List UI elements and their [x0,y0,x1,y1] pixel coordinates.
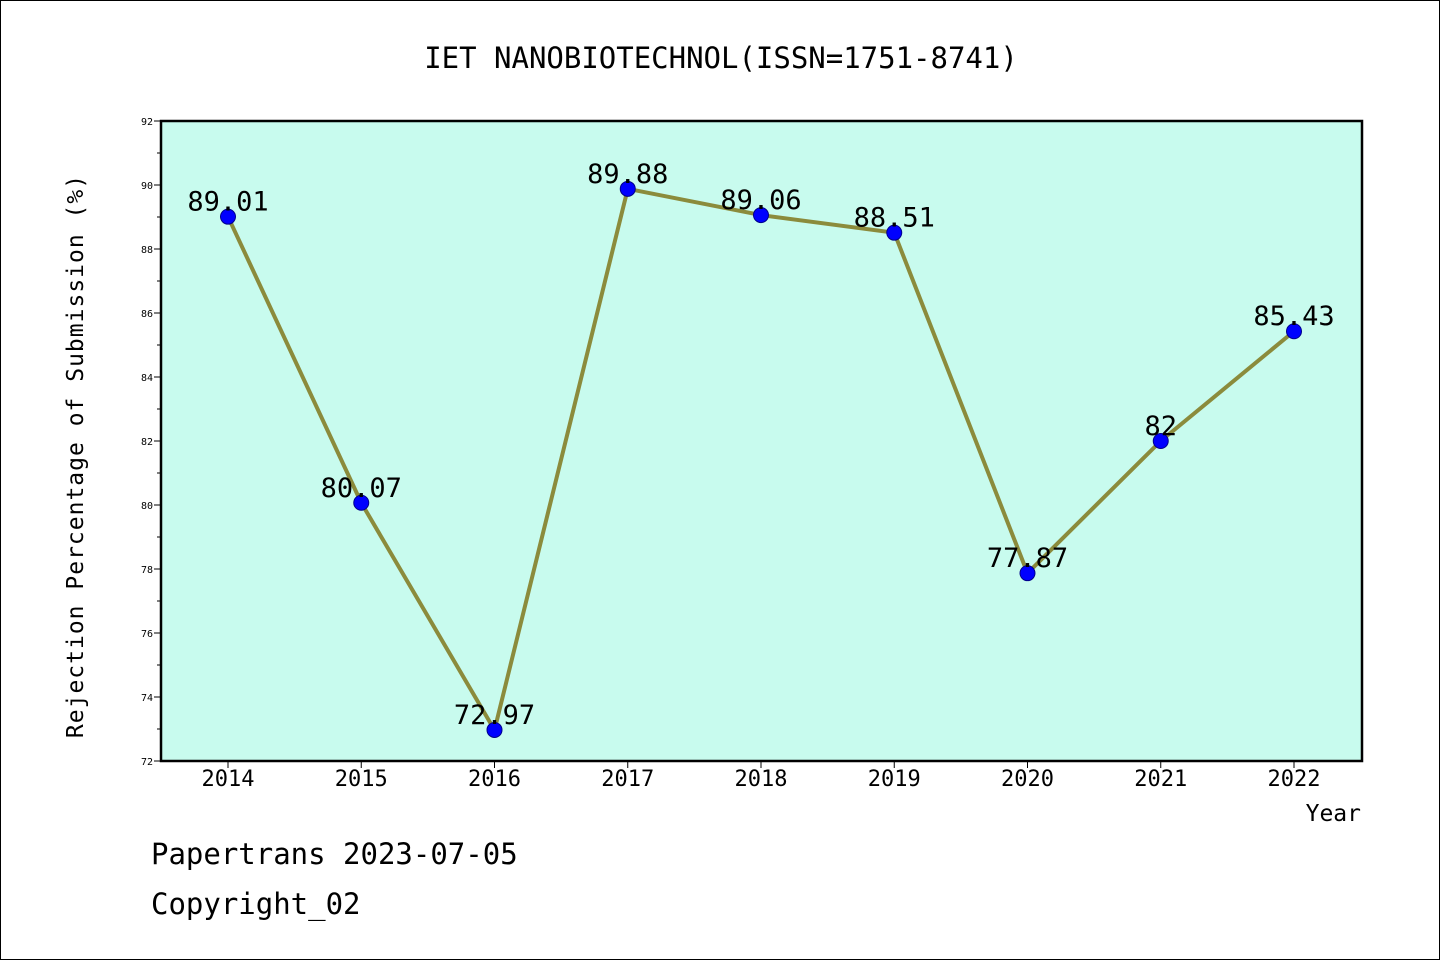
x-tick-label: 2017 [601,767,654,792]
footer-copyright: Copyright_02 [151,887,361,921]
data-point [486,721,503,738]
y-tick-label: 82 [141,437,153,448]
data-point [886,224,903,241]
y-tick-label: 86 [141,309,153,320]
data-label: 77.87 [987,543,1068,574]
y-tick-label: 92 [141,117,153,128]
x-axis: 2014 2015 2016 2017 2018 2019 2020 2021 2022 [202,761,1321,792]
data-label: 89.06 [720,185,801,216]
data-point [353,494,370,511]
y-tick-label: 74 [141,693,153,704]
data-point [220,208,236,225]
x-tick-label: 2018 [735,767,788,792]
chart-title: IET NANOBIOTECHNOL(ISSN=1751-8741) [424,41,1018,75]
data-labels: 89.01 80.07 72.97 89.88 89.06 88.51 77.87 82 85.… [187,159,1334,731]
y-axis-title: Rejection Percentage of Submission (%) [63,174,89,738]
x-tick-label: 2021 [1134,767,1187,792]
y-tick-label: 90 [141,181,153,192]
x-tick-label: 2020 [1001,767,1054,792]
y-tick-label: 88 [141,245,153,256]
x-tick-label: 2015 [335,767,388,792]
x-tick-label: 2014 [202,767,255,792]
y-axis: 72 74 76 78 80 82 84 86 88 90 92 [141,117,161,768]
data-label: 85.43 [1253,301,1334,332]
footer-source: Papertrans 2023-07-05 [151,837,518,871]
y-tick-label: 76 [141,629,153,640]
data-label: 89.01 [187,187,268,218]
x-axis-title: Year [1306,801,1361,827]
series-rejection [220,180,1302,738]
x-tick-label: 2022 [1268,767,1321,792]
data-point [1286,323,1302,340]
x-tick-label: 2016 [468,767,521,792]
data-point [1152,433,1169,449]
x-tick-label: 2019 [868,767,921,792]
data-label: 88.51 [854,203,935,234]
y-tick-label: 72 [141,757,153,768]
data-point [753,207,769,224]
data-label: 72.97 [454,700,535,731]
y-tick-label: 80 [141,501,153,512]
data-point [619,180,636,197]
data-point [1019,565,1036,582]
data-label: 82 [1144,411,1177,442]
y-tick-label: 84 [141,373,153,384]
y-tick-label: 78 [141,565,153,576]
data-label: 89.88 [587,159,668,190]
data-label: 80.07 [321,473,402,504]
